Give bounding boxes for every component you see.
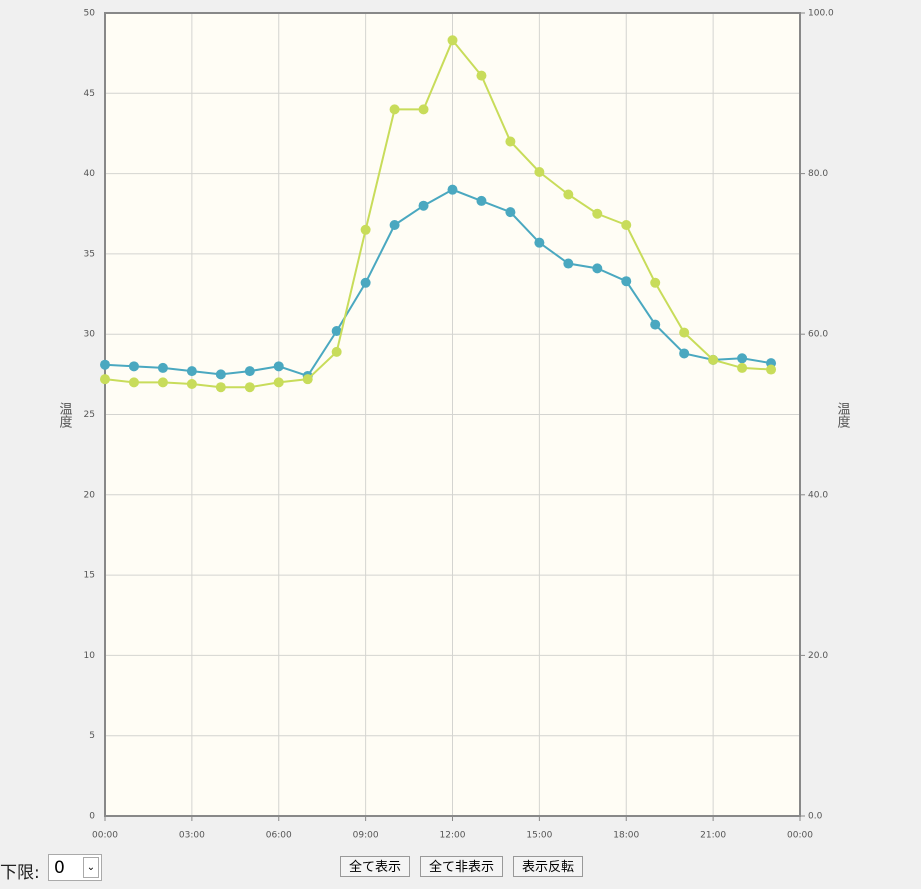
point [360, 224, 371, 235]
select-value: 0 [54, 858, 65, 878]
y-tick-label: 45 [84, 89, 95, 99]
y-axis-title: 温度 [57, 402, 73, 428]
point [418, 104, 429, 115]
select-arrow: ⌄ [83, 857, 99, 878]
point [331, 346, 342, 357]
x-tick-label: 21:00 [700, 831, 726, 841]
point [621, 276, 632, 287]
point [273, 377, 284, 388]
y2-tick-label: 20.0 [808, 651, 828, 661]
point [621, 219, 632, 230]
hide-all-button[interactable]: 全て非表示 [420, 856, 504, 877]
y2-tick-label: 80.0 [808, 169, 828, 179]
x-tick-label: 09:00 [353, 831, 379, 841]
point [215, 369, 226, 380]
y2-tick-label: 60.0 [808, 330, 828, 340]
x-tick-label: 03:00 [179, 831, 205, 841]
x-tick-label: 00:00 [92, 831, 118, 841]
y-tick-label: 35 [84, 249, 95, 259]
point [128, 361, 139, 372]
point [650, 277, 661, 288]
y2-tick-label: 40.0 [808, 490, 828, 500]
point [157, 362, 168, 373]
y-tick-label: 30 [84, 330, 96, 340]
point [389, 104, 400, 115]
point [389, 219, 400, 230]
y-tick-label: 10 [84, 651, 96, 661]
y-tick-label: 25 [84, 410, 95, 420]
lower-limit-select[interactable]: 0 ⌄ [48, 854, 102, 881]
point [186, 378, 197, 389]
y2-tick-label: 100.0 [808, 9, 834, 19]
y2-tick-label: 0.0 [808, 812, 823, 822]
point [563, 189, 574, 200]
point [708, 354, 719, 365]
point [592, 263, 603, 274]
point [476, 195, 487, 206]
point [476, 70, 487, 81]
point [331, 325, 342, 336]
x-tick-label: 00:00 [787, 831, 813, 841]
point [447, 184, 458, 195]
point [534, 237, 545, 248]
point [244, 382, 255, 393]
point [737, 353, 748, 364]
point [505, 136, 516, 147]
point [534, 166, 545, 177]
point [302, 374, 313, 385]
point [679, 348, 690, 359]
y-tick-label: 15 [84, 571, 95, 581]
point [186, 366, 197, 377]
point [100, 359, 110, 370]
point [128, 377, 139, 388]
show-all-button[interactable]: 全て表示 [340, 856, 411, 877]
point [592, 208, 603, 219]
plot-border [104, 12, 801, 817]
x-tick-label: 12:00 [440, 831, 466, 841]
chart: 温度 温度 0 5 10 15 20 25 30 35 40 45 50 0.0 20.0 40.0 60.… [57, 9, 851, 841]
point [766, 364, 777, 375]
lower-limit-label: 下限: [0, 863, 40, 883]
y-tick-label: 40 [84, 169, 96, 179]
point [679, 327, 690, 338]
point [100, 374, 110, 385]
y-tick-label: 0 [89, 812, 95, 822]
y-tick-label: 20 [84, 490, 96, 500]
point [273, 361, 284, 372]
x-tick-label: 06:00 [266, 831, 292, 841]
point [447, 35, 458, 46]
point [505, 207, 516, 218]
y2-axis-title: 温度 [835, 402, 851, 428]
point [737, 362, 748, 373]
y-tick-label: 50 [84, 9, 96, 19]
x-tick-label: 15:00 [526, 831, 552, 841]
point [360, 277, 371, 288]
point [157, 377, 168, 388]
y-tick-label: 5 [89, 731, 95, 741]
invert-button[interactable]: 表示反転 [513, 856, 584, 877]
point [650, 319, 661, 330]
x-tick-label: 18:00 [613, 831, 639, 841]
point [244, 366, 255, 377]
point [215, 382, 226, 393]
point [418, 200, 429, 211]
point [563, 258, 574, 269]
